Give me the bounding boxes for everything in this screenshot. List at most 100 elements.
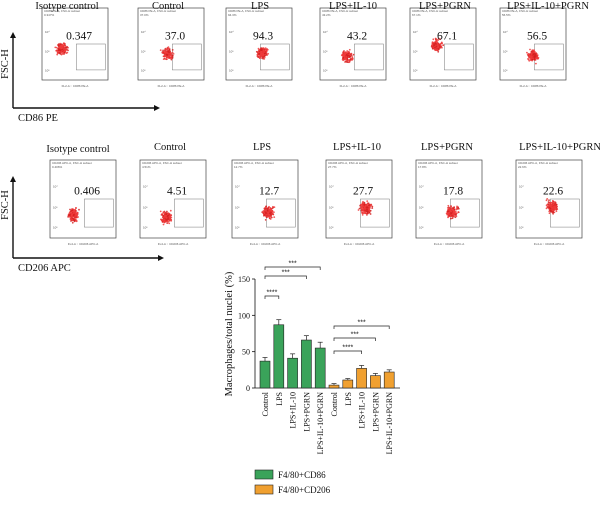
flow-event-dot — [361, 208, 363, 211]
panel-gate-value: 37.0 — [165, 31, 185, 43]
flow-event-dot — [436, 42, 439, 45]
flow-panel-subtitle: CD86 PE-A, FSC-H subset — [412, 9, 448, 13]
flow-event-dot — [273, 206, 276, 209]
flow-panel-y-tick: 10² — [235, 226, 239, 230]
flow-panel-y-tick: 10³ — [235, 205, 239, 209]
flow-event-dot — [366, 208, 368, 211]
flow-panel-y-tick: 10³ — [503, 50, 507, 54]
flow-gate-box — [76, 43, 106, 71]
flow-event-dot — [266, 48, 269, 51]
flow-event-dot — [161, 213, 164, 215]
flow-event-dot — [166, 218, 168, 221]
flow-event-dot — [435, 45, 438, 48]
flow-event-dot — [167, 214, 170, 217]
flow-event-dot — [343, 50, 345, 52]
flow-event-dot — [550, 206, 553, 209]
flow-event-dot — [71, 221, 74, 224]
flow-event-dot — [368, 211, 371, 214]
bar — [356, 368, 367, 389]
flow-event-dot — [455, 208, 458, 211]
flow-event-dot — [63, 42, 65, 45]
flow-event-dot — [257, 51, 260, 54]
significance-bracket — [333, 325, 390, 329]
y-axis-arrowhead — [10, 176, 16, 182]
flow-event-dot — [545, 204, 548, 207]
panel-gate-value: 27.7 — [353, 185, 373, 197]
flow-panel-y-tick: 10² — [45, 68, 49, 72]
flow-event-dot — [435, 40, 438, 42]
flow-event-dot — [171, 51, 174, 54]
flow-event-dot — [63, 50, 66, 53]
panel-header: LPS+IL-10+PGRN — [519, 142, 600, 153]
flow-event-dot — [75, 210, 77, 212]
flow-event-dot — [530, 52, 533, 55]
flow-event-dot — [257, 47, 260, 50]
flow-event-dot — [260, 50, 263, 53]
flow-panel-y-tick: 10² — [143, 226, 147, 230]
flow-panel-subtitle: CD86 PE-A, FSC-H subset — [322, 9, 358, 13]
flow-event-dot — [265, 48, 268, 51]
bar-category-label: LPS+IL-10+PGRN — [316, 392, 325, 455]
flow-event-dot — [456, 205, 458, 208]
flow-event-dot — [447, 216, 449, 219]
flow-event-dot — [270, 216, 273, 219]
flow-event-dot — [350, 52, 353, 55]
flow-event-dot — [60, 45, 62, 48]
flow-event-dot — [370, 204, 373, 207]
flow-event-dot — [368, 209, 371, 212]
flow-event-dot — [263, 214, 266, 216]
bar-category-label: LPS+IL-10 — [289, 392, 298, 429]
flow-event-dot — [65, 46, 67, 49]
flow-event-dot — [165, 51, 168, 54]
flow-event-dot — [434, 46, 436, 49]
flow-event-dot — [77, 216, 79, 218]
flow-event-dot — [435, 43, 437, 45]
bar-y-tick-label: 150 — [238, 275, 250, 284]
flow-event-dot — [361, 209, 363, 212]
flow-event-dot — [552, 211, 555, 214]
flow-event-dot — [346, 50, 349, 52]
flow-event-dot — [533, 51, 536, 54]
flow-event-dot — [167, 52, 169, 55]
flow-panel-y-tick: 10³ — [519, 205, 523, 209]
flow-event-dot — [262, 51, 264, 54]
bar-y-tick-label: 50 — [242, 348, 250, 357]
flow-event-dot — [258, 53, 260, 55]
panel-header: Control — [152, 1, 184, 12]
flow-event-dot — [165, 216, 167, 219]
flow-panel-x-label: FL4-A :: CD206 APC-A — [250, 242, 281, 246]
flow-event-dot — [162, 49, 165, 52]
flow-event-dot — [58, 52, 61, 55]
panel-gate-value: 17.8 — [443, 185, 463, 197]
flow-panel-y-tick: 10² — [503, 68, 507, 72]
flow-event-dot — [167, 220, 170, 223]
flow-panel-x-label: FL4-A :: CD206 APC-A — [344, 242, 375, 246]
flow-panel-gate-percent: 67.1% — [412, 13, 421, 17]
flow-event-dot — [263, 58, 266, 60]
flow-event-dot — [447, 204, 450, 207]
flow-event-dot — [347, 52, 350, 55]
flow-event-dot — [455, 212, 458, 215]
flow-panel-gate-percent: 56.5% — [502, 13, 511, 17]
panel-header: LPS+IL-10 — [329, 1, 377, 12]
panel-gate-value: 22.6 — [543, 185, 563, 197]
flow-panel-subtitle: CD86 PE-A, FSC-H subset — [140, 9, 176, 13]
flow-event-dot — [434, 48, 437, 51]
panel-gate-value: 94.3 — [253, 31, 273, 43]
flow-event-dot — [450, 217, 452, 220]
flow-event-dot — [555, 210, 558, 213]
flow-event-dot — [269, 209, 272, 211]
x-axis-label: CD206 APC — [18, 263, 71, 274]
bar-y-axis-label: Macrophages/total nuclei (%) — [224, 271, 235, 396]
flow-event-dot — [369, 209, 372, 212]
flow-event-dot — [263, 52, 266, 55]
y-axis-label: FSC-H — [0, 49, 11, 79]
flow-event-dot — [358, 207, 361, 210]
flow-event-dot — [448, 206, 450, 209]
flow-panel-subtitle: CD206 APC-A, FSC-H subset — [142, 161, 182, 165]
flow-event-dot — [69, 208, 71, 211]
